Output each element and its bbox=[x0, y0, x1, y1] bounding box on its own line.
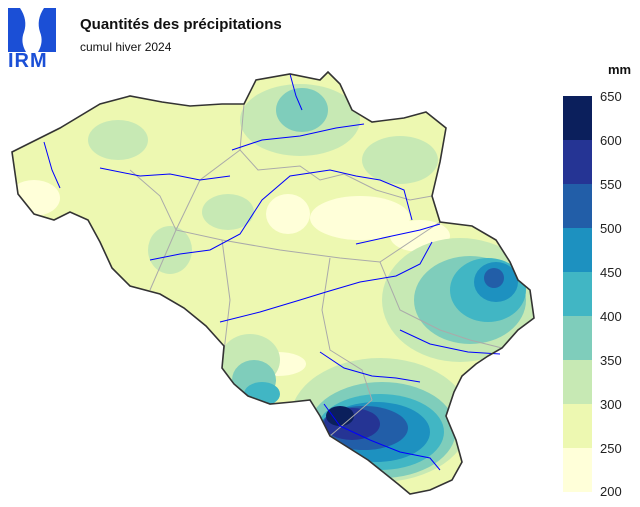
legend-swatch-550-600 bbox=[563, 140, 592, 184]
irm-logo-icon bbox=[8, 8, 56, 52]
map-subtitle: cumul hiver 2024 bbox=[80, 40, 172, 54]
legend-swatch-350-400 bbox=[563, 316, 592, 360]
legend-label-200: 200 bbox=[600, 484, 622, 499]
province-borders bbox=[129, 103, 503, 437]
legend-swatch-250-300 bbox=[563, 404, 592, 448]
legend-label-550: 550 bbox=[600, 177, 622, 192]
legend-label-250: 250 bbox=[600, 441, 622, 456]
legend-swatch-600-650 bbox=[563, 96, 592, 140]
legend-label-400: 400 bbox=[600, 309, 622, 324]
map-title: Quantités des précipitations bbox=[80, 16, 282, 33]
legend-label-500: 500 bbox=[600, 221, 622, 236]
logo-text: IRM bbox=[8, 50, 48, 72]
legend-swatch-200-250 bbox=[563, 448, 592, 492]
legend-label-450: 450 bbox=[600, 265, 622, 280]
legend-label-600: 600 bbox=[600, 133, 622, 148]
legend-swatch-300-350 bbox=[563, 360, 592, 404]
legend-label-650: 650 bbox=[600, 89, 622, 104]
legend-swatch-400-450 bbox=[563, 272, 592, 316]
rivers bbox=[43, 73, 501, 471]
legend-swatch-450-500 bbox=[563, 228, 592, 272]
legend-label-300: 300 bbox=[600, 397, 622, 412]
legend-colorbar bbox=[563, 96, 592, 492]
legend-unit: mm bbox=[608, 62, 632, 77]
legend-swatch-500-550 bbox=[563, 184, 592, 228]
legend-label-350: 350 bbox=[600, 353, 622, 368]
